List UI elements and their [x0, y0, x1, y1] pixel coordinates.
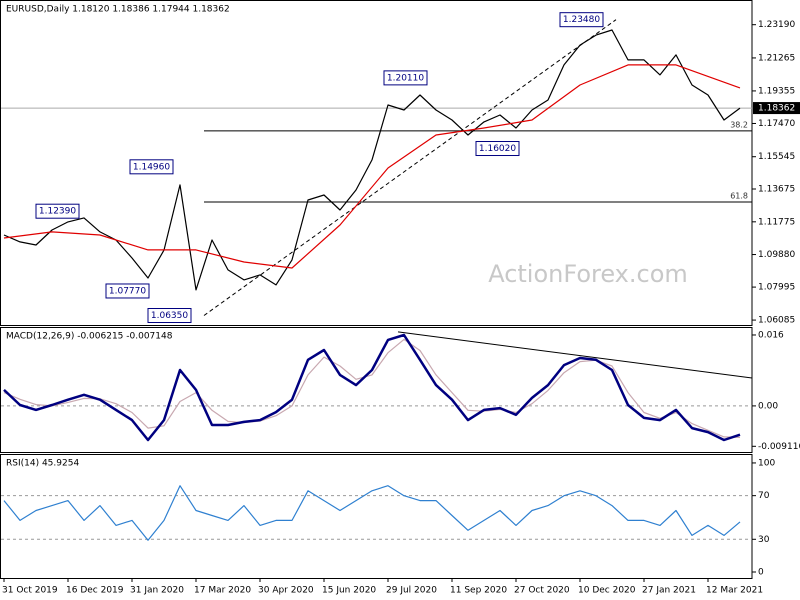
y-tick-label: 1.17470	[758, 119, 795, 129]
price-label: 1.07770	[109, 286, 146, 296]
y-tick-label: 1.21265	[758, 53, 795, 63]
price-label: 1.06350	[151, 311, 188, 321]
series-line	[3, 64, 741, 269]
y-tick-label: 1.15545	[758, 152, 795, 162]
trendline	[397, 331, 753, 379]
panel-title: RSI(14) 45.9254	[6, 459, 79, 469]
y-tick-label: -0.009116	[758, 442, 800, 452]
x-tick-label: 15 Jun 2020	[322, 586, 376, 596]
panel-title: EURUSD,Daily 1.18120 1.18386 1.17944 1.1…	[6, 5, 230, 15]
y-tick-label: 1.06085	[758, 316, 795, 326]
x-tick-label: 31 Jan 2020	[130, 586, 184, 596]
y-tick-label: 1.23190	[758, 20, 795, 30]
x-tick-label: 27 Oct 2020	[514, 586, 570, 596]
x-tick-label: 16 Dec 2019	[66, 586, 124, 596]
price-label: 1.16020	[479, 144, 516, 154]
panel-frame	[0, 0, 753, 326]
y-tick-label: 0.00	[758, 401, 778, 411]
price-label-box	[129, 159, 174, 175]
x-tick-label: 30 Apr 2020	[258, 586, 314, 596]
x-tick-label: 12 Mar 2021	[706, 586, 763, 596]
fib-label: 61.8	[730, 192, 748, 201]
fib-label: 38.2	[730, 120, 748, 129]
x-tick-label: 29 Jul 2020	[386, 586, 437, 596]
watermark: ActionForex.com	[488, 260, 688, 288]
y-tick-label: 30	[758, 535, 770, 545]
x-tick-label: 10 Dec 2020	[578, 586, 636, 596]
price-label: 1.14960	[133, 162, 170, 172]
price-label-box	[147, 308, 192, 324]
x-tick-label: 11 Sep 2020	[450, 586, 507, 596]
last-price-label: 1.18362	[758, 104, 795, 114]
y-tick-label: 100	[758, 458, 775, 468]
x-tick-label: 17 Mar 2020	[194, 586, 251, 596]
price-label-box	[383, 70, 428, 86]
panel-frame	[0, 327, 753, 453]
panel-frame	[0, 454, 753, 579]
series-line	[3, 333, 741, 442]
price-label: 1.23480	[563, 15, 600, 25]
price-label-box	[559, 12, 604, 28]
y-tick-label: 1.07995	[758, 283, 795, 293]
price-label-box	[105, 283, 150, 299]
y-tick-label: 1.11775	[758, 217, 795, 227]
price-label: 1.20110	[387, 73, 424, 83]
y-tick-label: 0	[758, 568, 764, 578]
y-tick-label: 1.19355	[758, 86, 795, 96]
x-tick-label: 31 Oct 2019	[2, 586, 58, 596]
price-label: 1.12390	[39, 207, 76, 217]
x-tick-label: 27 Jan 2021	[642, 586, 696, 596]
price-label-box	[35, 203, 80, 219]
y-tick-label: 70	[758, 491, 770, 501]
series-line	[3, 485, 741, 541]
y-tick-label: 0.016	[758, 330, 784, 340]
y-tick-label: 1.13675	[758, 185, 795, 195]
last-price-box	[753, 102, 800, 115]
series-line	[3, 29, 741, 291]
series-line	[3, 338, 741, 438]
price-label-box	[475, 141, 520, 157]
y-tick-label: 1.09880	[758, 250, 795, 260]
trendline	[203, 19, 617, 316]
panel-title: MACD(12,26,9) -0.006215 -0.007148	[6, 332, 173, 342]
